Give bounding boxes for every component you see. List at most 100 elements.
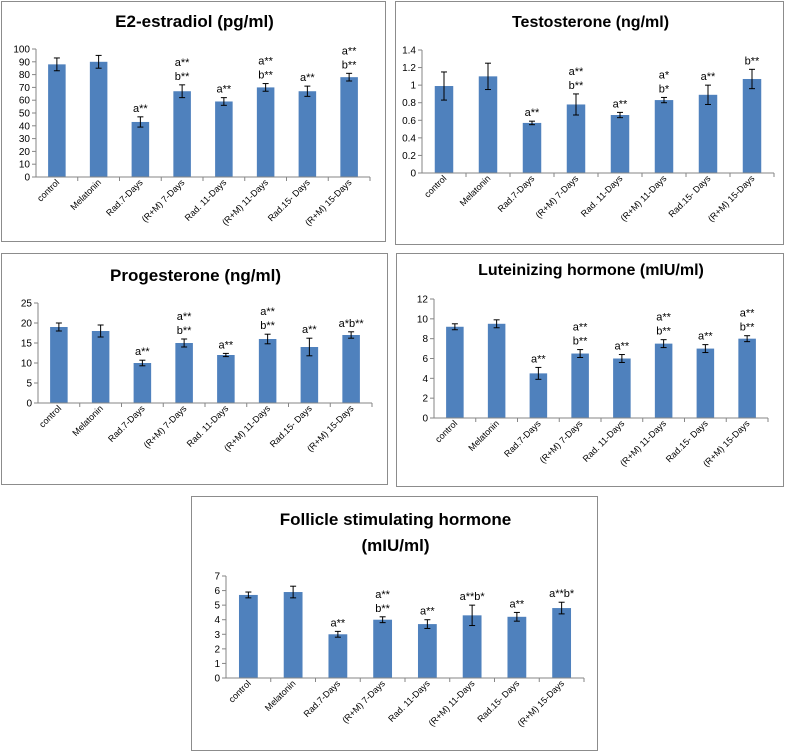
- chart-follicle-stimulating-hormone-annotation-r-m-7-days: a**: [375, 589, 390, 601]
- chart-progesterone-bar-r-m-15-days: [342, 335, 360, 403]
- chart-follicle-stimulating-hormone-category-label-rad-11-days: Rad. 11-Days: [386, 678, 432, 724]
- chart-luteinizing-hormone-y-tick-label: 6: [422, 354, 428, 365]
- chart-progesterone-y-tick-label: 20: [21, 319, 33, 330]
- chart-luteinizing-hormone-y-tick-label: 12: [417, 295, 429, 306]
- chart-testosterone-bar-r-m-7-days: [566, 104, 586, 173]
- chart-e2-estradiol-category-label-rad-11-days: Rad. 11-Days: [183, 177, 229, 223]
- chart-e2-estradiol-annotation-r-m-15-days: b**: [342, 59, 357, 71]
- chart-e2-estradiol-annotation-rad-15-days: a**: [300, 72, 315, 84]
- chart-e2-estradiol-y-tick-label: 100: [13, 45, 30, 56]
- chart-luteinizing-hormone-y-tick-label: 0: [422, 414, 428, 425]
- chart-follicle-stimulating-hormone-y-tick-label: 7: [214, 572, 220, 583]
- chart-progesterone-category-label-control: control: [37, 403, 63, 429]
- chart-testosterone-bar-rad-7-days: [522, 122, 542, 173]
- chart-e2-estradiol-title-line-1: E2-estradiol (pg/ml): [115, 12, 274, 31]
- chart-follicle-stimulating-hormone-category-label-melatonin: Melatonin: [263, 678, 298, 713]
- chart-testosterone-bar-rad-11-days: [610, 115, 630, 173]
- chart-luteinizing-hormone-y-tick-label: 10: [417, 314, 429, 325]
- chart-follicle-stimulating-hormone-y-tick-label: 3: [214, 630, 220, 641]
- chart-e2-estradiol-category-label-r-m-7-days: (R+M) 7-Days: [140, 177, 187, 224]
- chart-follicle-stimulating-hormone-category-label-r-m-15-days: (R+M) 15-Days: [516, 678, 567, 729]
- chart-progesterone-annotation-r-m-15-days: a*b**: [339, 318, 365, 330]
- chart-e2-estradiol-category-label-melatonin: Melatonin: [68, 177, 103, 212]
- chart-progesterone-bar-control: [50, 327, 68, 403]
- chart-luteinizing-hormone-annotation-r-m-15-days: a**: [740, 308, 755, 320]
- chart-progesterone-category-label-rad-11-days: Rad. 11-Days: [185, 403, 231, 449]
- chart-progesterone-category-label-melatonin: Melatonin: [70, 403, 105, 438]
- chart-follicle-stimulating-hormone-bar-melatonin: [283, 592, 303, 678]
- chart-luteinizing-hormone-category-label-melatonin: Melatonin: [466, 418, 501, 453]
- chart-panel-e2-estradiol: E2-estradiol (pg/ml) 0 10 20 30 40 50 60 70 80 90 1…: [1, 1, 386, 242]
- chart-testosterone-bar-melatonin: [478, 76, 498, 173]
- chart-follicle-stimulating-hormone-annotation-r-m-11-days: a**b*: [460, 591, 486, 603]
- chart-progesterone-category-label-rad-15-days: Rad.15- Days: [268, 403, 314, 449]
- chart-testosterone-bar-control: [434, 86, 454, 173]
- chart-progesterone-y-tick-label: 0: [26, 399, 32, 410]
- chart-testosterone-category-label-r-m-15-days: (R+M) 15-Days: [706, 173, 757, 224]
- chart-e2-estradiol-y-tick-label: 10: [19, 160, 31, 171]
- chart-luteinizing-hormone-annotation-r-m-11-days: b**: [656, 326, 671, 338]
- chart-testosterone-category-label-r-m-11-days: (R+M) 11-Days: [618, 173, 668, 223]
- chart-follicle-stimulating-hormone-category-label-control: control: [227, 678, 253, 704]
- chart-testosterone-y-tick-label: 1: [410, 81, 416, 92]
- chart-e2-estradiol-annotation-r-m-11-days: a**: [258, 56, 273, 68]
- chart-follicle-stimulating-hormone-y-tick-label: 1: [214, 659, 220, 670]
- chart-e2-estradiol-y-tick-label: 90: [19, 57, 31, 68]
- chart-luteinizing-hormone-title-line-1: Luteinizing hormone (mIU/ml): [478, 262, 704, 279]
- chart-testosterone-annotation-rad-15-days: a**: [701, 71, 716, 83]
- chart-follicle-stimulating-hormone-category-label-rad-15-days: Rad.15- Days: [475, 678, 521, 724]
- chart-progesterone-y-tick-label: 5: [26, 379, 32, 390]
- chart-follicle-stimulating-hormone-y-tick-label: 5: [214, 601, 220, 612]
- chart-testosterone-y-tick-label: 0.4: [402, 133, 416, 144]
- chart-follicle-stimulating-hormone-annotation-r-m-15-days: a**b*: [549, 588, 575, 600]
- chart-testosterone-annotation-r-m-7-days: a**: [569, 66, 584, 78]
- chart-testosterone-y-tick-label: 0.6: [402, 116, 416, 127]
- chart-e2-estradiol-annotation-r-m-7-days: b**: [175, 71, 190, 83]
- chart-luteinizing-hormone-category-label-control: control: [433, 418, 459, 444]
- chart-e2-estradiol-bar-rad-11-days: [215, 101, 233, 177]
- chart-e2-estradiol-annotation-rad-11-days: a**: [217, 84, 232, 96]
- chart-follicle-stimulating-hormone-annotation-rad-7-days: a**: [331, 617, 346, 629]
- chart-e2-estradiol-y-tick-label: 60: [19, 96, 31, 107]
- chart-progesterone-bar-rad-7-days: [133, 363, 152, 403]
- chart-progesterone-title-line-1: Progesterone (ng/ml): [110, 266, 281, 285]
- chart-luteinizing-hormone-annotation-r-m-11-days: a**: [656, 312, 671, 324]
- chart-luteinizing-hormone-annotation-r-m-15-days: b**: [740, 322, 755, 334]
- chart-follicle-stimulating-hormone-y-tick-label: 2: [214, 644, 220, 655]
- chart-luteinizing-hormone-bar-control: [446, 326, 464, 418]
- chart-testosterone-category-label-rad-15-days: Rad.15- Days: [666, 173, 712, 219]
- chart-luteinizing-hormone-annotation-rad-11-days: a**: [615, 341, 630, 353]
- chart-e2-estradiol-y-tick-label: 50: [19, 109, 31, 120]
- chart-testosterone-y-tick-label: 0: [410, 169, 416, 180]
- chart-progesterone-category-label-rad-7-days: Rad.7-Days: [106, 403, 147, 444]
- chart-testosterone-category-label-rad-11-days: Rad. 11-Days: [579, 173, 625, 219]
- chart-e2-estradiol-y-tick-label: 80: [19, 70, 31, 81]
- chart-testosterone-annotation-r-m-15-days: b**: [745, 55, 760, 67]
- chart-luteinizing-hormone-y-tick-label: 8: [422, 334, 428, 345]
- chart-testosterone-annotation-r-m-7-days: b**: [569, 80, 584, 92]
- chart-e2-estradiol-bar-control: [48, 64, 66, 177]
- chart-luteinizing-hormone-annotation-rad-7-days: a**: [531, 353, 546, 365]
- chart-progesterone-annotation-r-m-7-days: b**: [177, 325, 192, 337]
- chart-e2-estradiol-bar-melatonin: [89, 61, 108, 177]
- chart-e2-estradiol-category-label-rad-15-days: Rad.15- Days: [266, 177, 312, 223]
- chart-e2-estradiol-annotation-r-m-7-days: a**: [175, 57, 190, 69]
- chart-progesterone-annotation-r-m-11-days: a**: [260, 306, 275, 318]
- chart-testosterone-annotation-rad-7-days: a**: [525, 107, 540, 119]
- chart-follicle-stimulating-hormone-bar-rad-7-days: [328, 634, 348, 678]
- chart-follicle-stimulating-hormone-bar-r-m-7-days: [373, 619, 393, 678]
- chart-testosterone-bar-r-m-11-days: [654, 100, 674, 173]
- chart-luteinizing-hormone-bar-rad-15-days: [696, 348, 715, 418]
- chart-follicle-stimulating-hormone-title-line-2: (mIU/ml): [362, 536, 430, 555]
- chart-testosterone-annotation-r-m-11-days: b*: [659, 83, 670, 95]
- chart-luteinizing-hormone-category-label-rad-11-days: Rad. 11-Days: [581, 418, 627, 464]
- chart-progesterone-bar-r-m-7-days: [175, 343, 193, 403]
- chart-progesterone-bar-melatonin: [91, 331, 110, 403]
- chart-testosterone-title-line-1: Testosterone (ng/ml): [512, 14, 669, 31]
- chart-follicle-stimulating-hormone-bar-control: [238, 594, 258, 678]
- chart-luteinizing-hormone-annotation-r-m-7-days: b**: [573, 336, 588, 348]
- chart-follicle-stimulating-hormone-annotation-rad-15-days: a**: [510, 598, 525, 610]
- chart-luteinizing-hormone-bar-r-m-11-days: [654, 343, 673, 418]
- chart-luteinizing-hormone-annotation-r-m-7-days: a**: [573, 322, 588, 334]
- chart-luteinizing-hormone-bar-rad-11-days: [613, 358, 631, 418]
